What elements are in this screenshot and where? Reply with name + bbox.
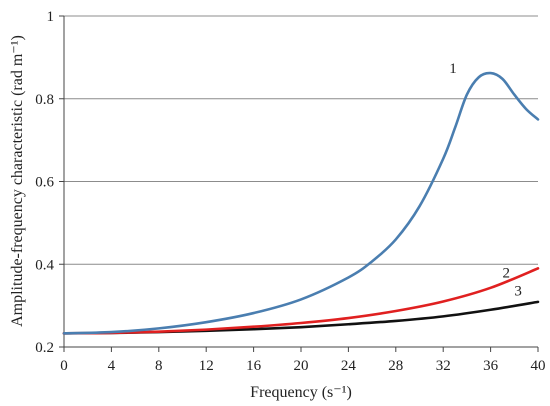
y-tick-label: 0.6 — [35, 175, 54, 191]
series-lines — [62, 71, 540, 335]
curve-label-3: 3 — [514, 283, 522, 299]
y-tick-label: 0.8 — [35, 92, 54, 108]
x-tick-label: 20 — [294, 358, 309, 374]
x-tick-label: 36 — [483, 358, 499, 374]
x-tick-label: 16 — [246, 358, 262, 374]
x-tick-label: 24 — [341, 358, 357, 374]
y-axis-title: Amplitude-frequency characteristic (rad … — [9, 35, 26, 327]
y-tick-label: 1 — [47, 9, 55, 25]
x-axis-title: Frequency (s⁻¹) — [250, 384, 352, 401]
y-tick-label: 0.4 — [35, 257, 54, 273]
gridlines — [64, 15, 538, 265]
series-line-3 — [62, 300, 540, 335]
curve-labels: 1 23 — [449, 61, 522, 299]
curve-label-2: 2 — [503, 265, 511, 281]
x-tick-label: 32 — [436, 358, 451, 374]
x-tick-label: 40 — [531, 358, 546, 374]
x-tick-label: 0 — [60, 358, 68, 374]
x-tick-label: 8 — [155, 358, 163, 374]
curve-label-1: 1 — [449, 61, 457, 77]
x-tick-label: 4 — [108, 358, 116, 374]
y-tick-label: 0.2 — [35, 340, 54, 356]
axes — [59, 15, 539, 352]
series-line-1 — [62, 71, 540, 335]
series-line-2 — [62, 267, 540, 335]
tick-labels: 0 4 8 12 16 20 24 28 32 36 400.20.40.60.81 — [35, 9, 545, 374]
x-tick-label: 28 — [388, 358, 403, 374]
x-tick-label: 12 — [199, 358, 214, 374]
